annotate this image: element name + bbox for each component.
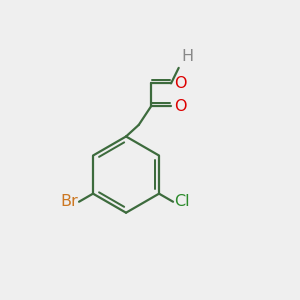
Text: O: O (174, 99, 187, 114)
Text: Cl: Cl (174, 194, 190, 209)
Text: O: O (174, 76, 187, 91)
Text: Br: Br (60, 194, 78, 209)
Text: H: H (182, 49, 194, 64)
